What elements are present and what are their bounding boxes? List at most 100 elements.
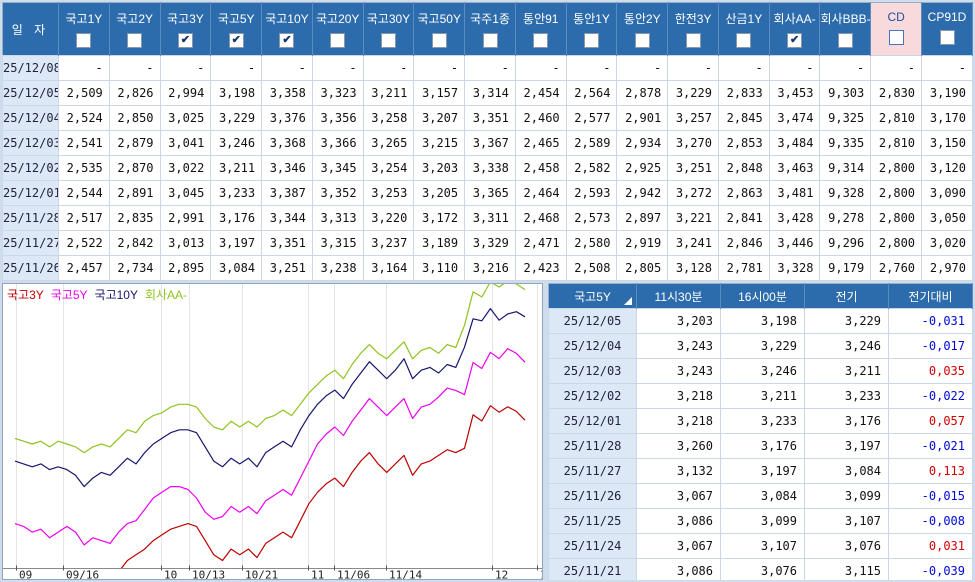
- value-1130-cell: 3,243: [636, 333, 721, 359]
- value-1600-cell: 3,233: [720, 408, 805, 434]
- col-header-국고20Y[interactable]: 국고20Y: [312, 2, 364, 56]
- table-row: 25/12/02 2,535 2,870 3,022 3,211 3,346 3,345 3,…: [2, 155, 973, 181]
- value-cell: 3,050: [921, 205, 973, 231]
- value-cell: 3,238: [311, 255, 364, 281]
- col-header-회사AA-[interactable]: 회사AA- ✔: [769, 2, 821, 56]
- value-1130-cell: 3,243: [636, 358, 721, 384]
- detail-col-header-국고5Y[interactable]: 국고5Y: [548, 283, 637, 309]
- value-cell: -: [768, 55, 821, 81]
- col-checkbox-국고50Y[interactable]: [431, 33, 447, 48]
- col-checkbox-국고10Y[interactable]: ✔: [279, 33, 295, 48]
- col-header-한전3Y[interactable]: 한전3Y: [667, 2, 719, 56]
- col-header-국고10Y[interactable]: 국고10Y ✔: [261, 2, 313, 56]
- col-checkbox-국고30Y[interactable]: [380, 33, 396, 48]
- col-header-국고50Y[interactable]: 국고50Y: [413, 2, 466, 56]
- value-cell: 2,465: [514, 130, 567, 156]
- date-cell: 25/12/03: [2, 130, 59, 156]
- detail-col-header-전기대비[interactable]: 전기대비: [888, 283, 973, 309]
- col-header-회사BBB-[interactable]: 회사BBB-: [819, 2, 872, 56]
- col-header-산금1Y[interactable]: 산금1Y: [718, 2, 770, 56]
- x-tick-label: 09/16: [66, 569, 99, 580]
- value-cell: 3,387: [261, 180, 313, 206]
- value-cell: -: [870, 55, 923, 81]
- col-checkbox-국고2Y[interactable]: [127, 33, 143, 48]
- value-cell: 3,084: [210, 255, 263, 281]
- table-row: 25/11/25 3,086 3,099 3,107 -0,008: [548, 508, 973, 534]
- table-row: 25/12/01 2,544 2,891 3,045 3,233 3,387 3,352 3,…: [2, 180, 973, 206]
- col-header-국고1Y[interactable]: 국고1Y: [58, 2, 110, 56]
- col-checkbox-국주1종[interactable]: [482, 33, 498, 48]
- value-cell: 2,535: [58, 155, 110, 181]
- date-cell: 25/12/01: [2, 180, 59, 206]
- col-header-label: 통안1Y: [573, 12, 610, 26]
- value-cell: 2,833: [717, 80, 770, 106]
- col-checkbox-통안2Y[interactable]: [634, 33, 650, 48]
- value-cell: 3,090: [921, 180, 973, 206]
- date-column-header[interactable]: 일 자: [2, 2, 59, 56]
- value-cell: 3,344: [261, 205, 313, 231]
- value-cell: 2,781: [717, 255, 770, 281]
- col-checkbox-국고20Y[interactable]: [330, 33, 346, 48]
- col-header-국주1종[interactable]: 국주1종: [464, 2, 516, 56]
- legend-item-회사AA-: 회사AA-: [144, 288, 188, 302]
- table-row: 25/11/28 3,260 3,176 3,197 -0,021: [548, 433, 973, 459]
- value-cell: 3,220: [362, 205, 415, 231]
- value-cell: -: [261, 55, 313, 81]
- col-header-국고5Y[interactable]: 국고5Y ✔: [210, 2, 263, 56]
- value-cell: 3,176: [210, 205, 263, 231]
- value-cell: 3,428: [768, 205, 821, 231]
- value-cell: 2,934: [616, 130, 669, 156]
- value-1600-cell: 3,211: [720, 383, 805, 409]
- value-cell: 3,189: [413, 230, 466, 256]
- value-cell: 2,863: [717, 180, 770, 206]
- daily-yield-table-panel: 일 자 국고1Y 국고2Y 국고3Y ✔ 국고5Y ✔ 국고10Y ✔ 국고20Y 국고30Y 국고5…: [2, 2, 973, 281]
- value-cell: 3,045: [159, 180, 212, 206]
- col-header-label: 국고2Y: [116, 12, 154, 26]
- table-row: 25/12/02 3,218 3,211 3,233 -0,022: [548, 383, 973, 409]
- col-checkbox-한전3Y[interactable]: [685, 33, 701, 48]
- col-header-국고3Y[interactable]: 국고3Y ✔: [160, 2, 212, 56]
- col-checkbox-회사AA-[interactable]: ✔: [787, 33, 803, 48]
- value-cell: 2,517: [58, 205, 110, 231]
- value-cell: 2,800: [870, 180, 923, 206]
- col-header-국고2Y[interactable]: 국고2Y: [109, 2, 161, 56]
- table-row: 25/11/27 2,522 2,842 3,013 3,197 3,351 3,315 3,…: [2, 230, 973, 256]
- col-checkbox-산금1Y[interactable]: [736, 33, 752, 48]
- value-cell: 3,229: [667, 80, 719, 106]
- col-checkbox-국고5Y[interactable]: ✔: [228, 33, 244, 48]
- col-checkbox-국고1Y[interactable]: [76, 33, 92, 48]
- col-checkbox-통안1Y[interactable]: [584, 33, 600, 48]
- value-cell: 3,376: [261, 105, 313, 131]
- value-1130-cell: 3,067: [636, 533, 721, 559]
- value-cell: 3,198: [210, 80, 263, 106]
- col-header-CD[interactable]: CD: [870, 2, 923, 56]
- date-cell: 25/11/28: [548, 433, 637, 459]
- col-checkbox-국고3Y[interactable]: ✔: [177, 33, 193, 48]
- value-cell: 3,041: [159, 130, 212, 156]
- value-cell: 3,237: [362, 230, 415, 256]
- detail-col-header-11시30분[interactable]: 11시30분: [636, 283, 721, 309]
- col-header-CP91D[interactable]: CP91D: [921, 2, 973, 56]
- detail-col-header-전기[interactable]: 전기: [804, 283, 889, 309]
- col-header-통안2Y[interactable]: 통안2Y: [616, 2, 669, 56]
- col-header-통안1Y[interactable]: 통안1Y: [566, 2, 618, 56]
- col-checkbox-회사BBB-[interactable]: [837, 33, 853, 48]
- value-cell: 2,994: [159, 80, 212, 106]
- value-cell: 2,879: [108, 130, 161, 156]
- value-cell: 2,541: [58, 130, 110, 156]
- col-header-국고30Y[interactable]: 국고30Y: [363, 2, 415, 56]
- value-prev-cell: 3,233: [804, 383, 889, 409]
- col-checkbox-통안91[interactable]: [533, 33, 549, 48]
- value-cell: 3,328: [768, 255, 821, 281]
- col-checkbox-CD[interactable]: [888, 30, 904, 45]
- col-header-통안91[interactable]: 통안91: [515, 2, 567, 56]
- col-checkbox-CP91D[interactable]: [939, 30, 955, 45]
- value-1600-cell: 3,229: [720, 333, 805, 359]
- value-cell: 9,278: [819, 205, 872, 231]
- detail-col-header-16시00분[interactable]: 16시00분: [720, 283, 805, 309]
- value-cell: 2,901: [616, 105, 669, 131]
- value-cell: 2,835: [108, 205, 161, 231]
- value-cell: 3,241: [667, 230, 719, 256]
- value-cell: 2,458: [514, 155, 567, 181]
